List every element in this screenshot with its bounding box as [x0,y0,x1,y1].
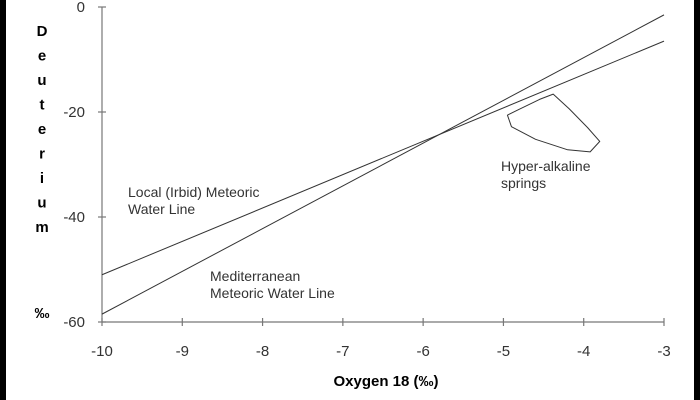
annotations: Local (Irbid) Meteoric Water Line Mediterr… [128,158,591,301]
x-tick-label: -9 [176,343,189,360]
axes [98,6,665,326]
hyper-alkaline-region [506,93,601,153]
chart-frame: -10 -9 -8 -7 -6 -5 -4 -3 -60 -40 -20 0 Local (Irbid… [6,0,694,400]
isotope-chart: -10 -9 -8 -7 -6 -5 -4 -3 -60 -40 -20 0 Local (Irbid… [35,0,671,390]
series-line-2 [101,14,665,315]
x-tick-label: -7 [336,343,349,360]
hyper-alkaline-label: Hyper-alkaline springs [501,158,591,191]
y-tick-label: -20 [63,104,85,121]
x-tick-label: -10 [91,343,113,360]
tick-labels: -10 -9 -8 -7 -6 -5 -4 -3 -60 -40 -20 0 [63,0,670,360]
series-lines [101,14,665,315]
x-tick-label: -6 [416,343,429,360]
y-tick-label: -60 [63,314,85,331]
x-tick-label: -5 [497,343,510,360]
region-outline [506,93,601,153]
x-tick-label: -8 [256,343,269,360]
y-tick-label: 0 [77,0,85,16]
series-line-1 [101,40,665,276]
x-axis-title: Oxygen 18 (‰) [333,373,438,390]
x-tick-label: -4 [577,343,590,360]
y-tick-label: -40 [63,209,85,226]
x-tick-label: -3 [657,343,670,360]
local-line-label: Local (Irbid) Meteoric Water Line [128,184,260,217]
mediterranean-line-label: Mediterranean Meteoric Water Line [210,268,335,301]
